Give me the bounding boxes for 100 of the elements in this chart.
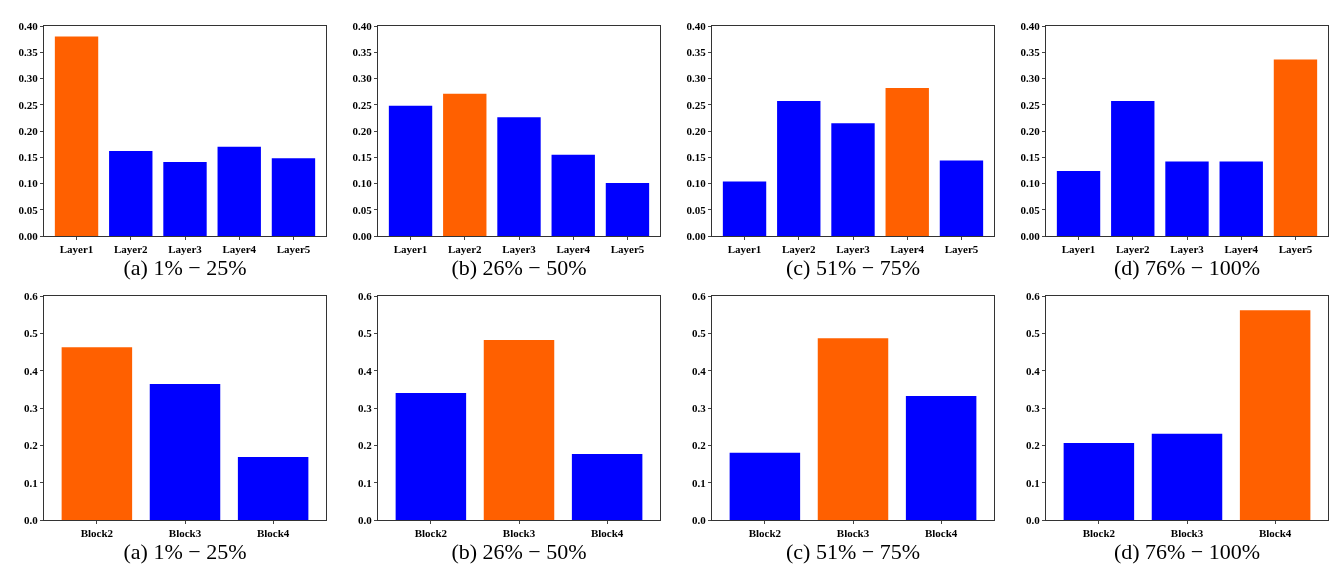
y-tick-label: 0.2 (1026, 439, 1041, 452)
y-tick-label: 0.10 (1020, 177, 1041, 190)
y-tick-label: 0.30 (352, 72, 373, 85)
y-tick-label: 0.4 (24, 364, 39, 377)
y-tick-label: 0.1 (358, 476, 372, 489)
y-tick-label: 0.35 (686, 46, 707, 59)
x-tick-label: Layer3 (168, 243, 203, 256)
bar (1273, 59, 1318, 236)
bar (443, 93, 487, 236)
x-tick-label: Layer1 (727, 243, 762, 256)
y-tick-label: 0.40 (686, 19, 707, 32)
y-tick-label: 0.30 (1020, 72, 1041, 85)
x-tick-label: Layer5 (1278, 243, 1313, 256)
y-tick-label: 0.25 (686, 98, 707, 111)
y-tick-label: 0.10 (352, 177, 373, 190)
y-tick-label: 0.15 (1020, 151, 1041, 164)
y-tick-label: 0.1 (1026, 476, 1040, 489)
y-tick-label: 0.05 (352, 203, 373, 216)
x-tick-label: Layer4 (222, 243, 257, 256)
y-tick-label: 0.6 (692, 289, 707, 302)
bar (729, 452, 801, 520)
y-tick-label: 0.20 (686, 124, 707, 137)
y-tick-label: 0.25 (18, 98, 39, 111)
bar (149, 384, 221, 520)
x-tick-label: Block4 (256, 527, 290, 540)
y-tick-label: 0.3 (358, 401, 373, 414)
y-tick-label: 0.2 (24, 439, 39, 452)
bar (61, 347, 133, 520)
y-tick-label: 0.5 (692, 327, 707, 340)
y-tick-label: 0.00 (352, 229, 373, 242)
x-axis-title: (d) 76% − 100% (1113, 539, 1261, 565)
y-tick-label: 0.00 (1020, 229, 1041, 242)
y-tick-label: 0.40 (18, 19, 39, 32)
x-axis-title: (c) 51% − 75% (786, 539, 920, 565)
x-tick-label: Layer4 (1224, 243, 1259, 256)
y-tick-label: 0.35 (352, 46, 373, 59)
x-tick-label: Block4 (924, 527, 958, 540)
x-axis-title: (d) 76% − 100% (1113, 255, 1261, 281)
bar (109, 150, 153, 236)
y-tick-label: 0.0 (24, 513, 39, 526)
x-tick-label: Layer4 (890, 243, 925, 256)
y-tick-label: 0.0 (358, 513, 373, 526)
y-tick-label: 0.0 (1026, 513, 1041, 526)
y-tick-label: 0.00 (686, 229, 707, 242)
bar (1111, 101, 1155, 236)
x-axis-title: (a) 1% − 25% (123, 255, 247, 281)
y-tick-label: 0.35 (18, 46, 39, 59)
y-tick-label: 0.20 (18, 124, 39, 137)
y-tick-label: 0.2 (692, 439, 707, 452)
y-tick-label: 0.6 (24, 289, 39, 302)
y-tick-label: 0.1 (692, 476, 706, 489)
bar (237, 456, 309, 520)
x-axis-title: (a) 1% − 25% (123, 539, 247, 565)
y-tick-label: 0.4 (358, 364, 373, 377)
y-tick-label: 0.1 (24, 476, 38, 489)
y-tick-label: 0.5 (1026, 327, 1041, 340)
x-tick-label: Layer4 (556, 243, 591, 256)
bar (1165, 161, 1209, 236)
bar (817, 338, 889, 520)
y-tick-label: 0.05 (1020, 203, 1041, 216)
x-tick-label: Layer1 (393, 243, 428, 256)
y-tick-label: 0.30 (18, 72, 39, 85)
y-tick-label: 0.3 (1026, 401, 1041, 414)
bar (605, 182, 650, 236)
bar (1056, 170, 1101, 236)
x-axis-title: (c) 51% − 75% (786, 255, 920, 281)
y-tick-label: 0.5 (24, 327, 39, 340)
x-tick-label: Layer1 (1061, 243, 1096, 256)
bar (1151, 433, 1223, 520)
x-tick-label: Layer5 (944, 243, 979, 256)
x-tick-label: Layer3 (836, 243, 871, 256)
bar (271, 158, 316, 236)
y-tick-label: 0.25 (352, 98, 373, 111)
y-tick-label: 0.15 (18, 151, 39, 164)
y-tick-label: 0.20 (1020, 124, 1041, 137)
y-tick-label: 0.6 (358, 289, 373, 302)
bar (497, 117, 541, 236)
y-tick-label: 0.35 (1020, 46, 1041, 59)
y-tick-label: 0.20 (352, 124, 373, 137)
y-tick-label: 0.0 (692, 513, 707, 526)
bar (163, 161, 207, 236)
bar (1239, 310, 1311, 520)
x-tick-label: Block2 (748, 527, 782, 540)
y-tick-label: 0.00 (18, 229, 39, 242)
x-tick-label: Block3 (168, 527, 202, 540)
y-tick-label: 0.4 (1026, 364, 1041, 377)
x-axis-title: (b) 26% − 50% (451, 539, 587, 565)
y-tick-label: 0.5 (358, 327, 373, 340)
bar (395, 393, 467, 520)
bar (885, 87, 929, 236)
x-tick-label: Block2 (1082, 527, 1116, 540)
x-tick-label: Layer5 (610, 243, 645, 256)
y-tick-label: 0.3 (24, 401, 39, 414)
y-tick-label: 0.05 (18, 203, 39, 216)
y-tick-label: 0.05 (686, 203, 707, 216)
bar (905, 396, 977, 520)
x-tick-label: Block2 (414, 527, 448, 540)
bar (571, 453, 643, 520)
x-tick-label: Block4 (590, 527, 624, 540)
bar (1219, 161, 1263, 236)
